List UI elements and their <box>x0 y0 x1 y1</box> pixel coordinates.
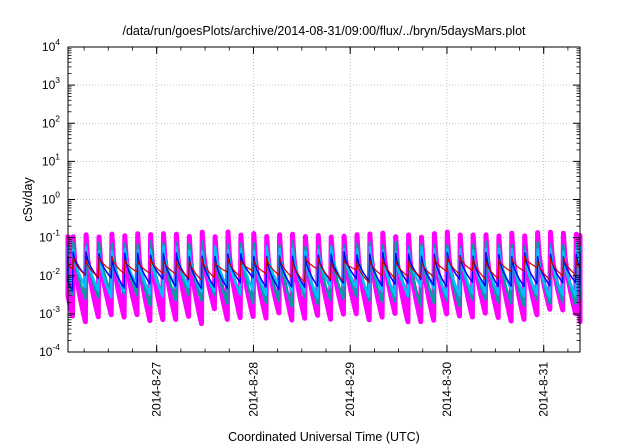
y-tick-label: 10-3 <box>39 304 60 321</box>
x-tick-label: 2014-8-31 <box>537 362 551 417</box>
series-line-6 <box>67 255 581 284</box>
data-series <box>65 229 583 327</box>
y-tick-label: 10-2 <box>39 266 60 283</box>
x-tick-label: 2014-8-30 <box>440 362 454 417</box>
chart-title: /data/run/goesPlots/archive/2014-08-31/0… <box>122 24 526 38</box>
x-tick-label: 2014-8-28 <box>246 362 260 417</box>
y-tick-label: 100 <box>42 190 60 207</box>
y-tick-label: 104 <box>42 37 60 54</box>
y-tick-label: 101 <box>42 151 60 168</box>
y-axis-label: cSv/day <box>21 177 35 222</box>
x-axis-label: Coordinated Universal Time (UTC) <box>228 430 420 444</box>
axis-ticks: 104 103 102 101 100 10-1 10-2 10-3 10-4 2014-8-27… <box>39 37 580 417</box>
x-tick-label: 2014-8-29 <box>343 362 357 417</box>
y-tick-label: 103 <box>42 75 60 92</box>
y-tick-label: 102 <box>42 113 60 130</box>
x-tick-label: 2014-8-27 <box>150 362 164 417</box>
y-tick-label: 10-4 <box>39 342 60 359</box>
y-tick-label: 10-1 <box>39 228 60 245</box>
